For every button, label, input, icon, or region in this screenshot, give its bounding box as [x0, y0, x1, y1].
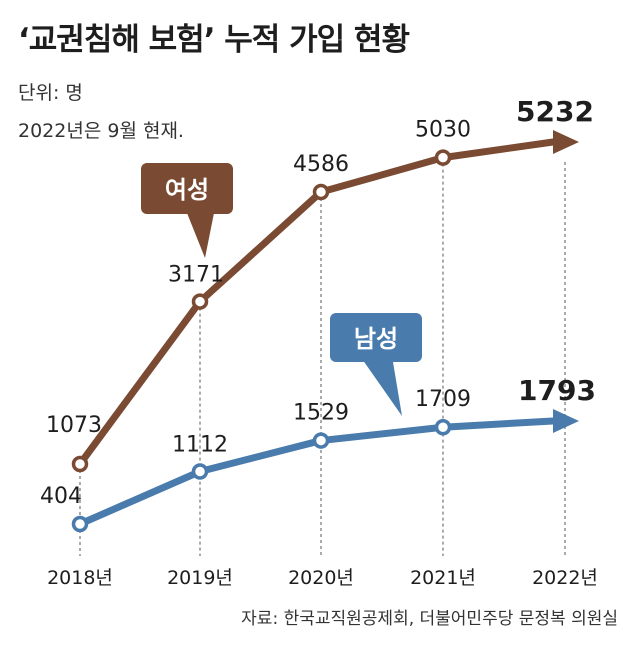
data-labels: 1073 3171 4586 5030 5232 404 1112 1529 1709 1793	[40, 95, 596, 509]
x-axis-ticks: 2018년 2019년 2020년 2021년 2022년	[47, 567, 598, 589]
female-arrowhead	[553, 130, 579, 154]
male-value-label-4: 1709	[415, 387, 471, 412]
x-tick-label-1: 2018년	[47, 567, 113, 589]
x-tick-label-2: 2019년	[167, 567, 233, 589]
female-value-label-3: 4586	[293, 152, 349, 177]
male-value-label-3: 1529	[293, 401, 349, 426]
female-point-4	[434, 149, 452, 166]
female-value-label-4: 5030	[415, 118, 471, 143]
male-value-label-1: 404	[40, 484, 82, 509]
female-point-1	[71, 455, 89, 473]
series-female	[71, 130, 579, 473]
callout-male-pointer	[360, 356, 402, 416]
source-note: 자료: 한국교직원공제회, 더불어민주당 문정복 의원실	[241, 609, 618, 629]
callout-female-pointer	[185, 208, 215, 258]
x-tick-label-3: 2020년	[288, 567, 354, 589]
callout-female-box	[141, 163, 233, 214]
female-value-label-5: 5232	[516, 95, 594, 128]
male-point-2	[191, 463, 209, 480]
male-point-4	[434, 418, 452, 436]
female-point-3	[312, 183, 330, 201]
x-tick-label-4: 2021년	[410, 567, 476, 589]
female-point-2	[191, 293, 209, 310]
callout-female-label: 여성	[165, 176, 209, 204]
female-value-label-1: 1073	[46, 413, 102, 438]
male-point-1	[71, 515, 89, 533]
unit-label: 단위: 명	[18, 82, 83, 104]
male-arrowhead	[553, 409, 579, 433]
x-tick-label-5: 2022년	[532, 567, 598, 589]
male-value-label-5: 1793	[518, 374, 596, 407]
callout-male: 남성	[330, 313, 422, 416]
date-note: 2022년은 9월 현재.	[18, 120, 184, 142]
callout-male-box	[330, 313, 422, 362]
male-value-label-2: 1112	[172, 432, 228, 457]
callout-male-label: 남성	[354, 325, 398, 353]
callout-female: 여성	[141, 163, 233, 258]
vertical-guides	[79, 157, 566, 556]
male-point-3	[312, 432, 330, 449]
series-male	[71, 409, 579, 533]
female-value-label-2: 3171	[168, 263, 224, 288]
chart-title: ‘교권침해 보험’ 누적 가입 현황	[18, 22, 410, 58]
